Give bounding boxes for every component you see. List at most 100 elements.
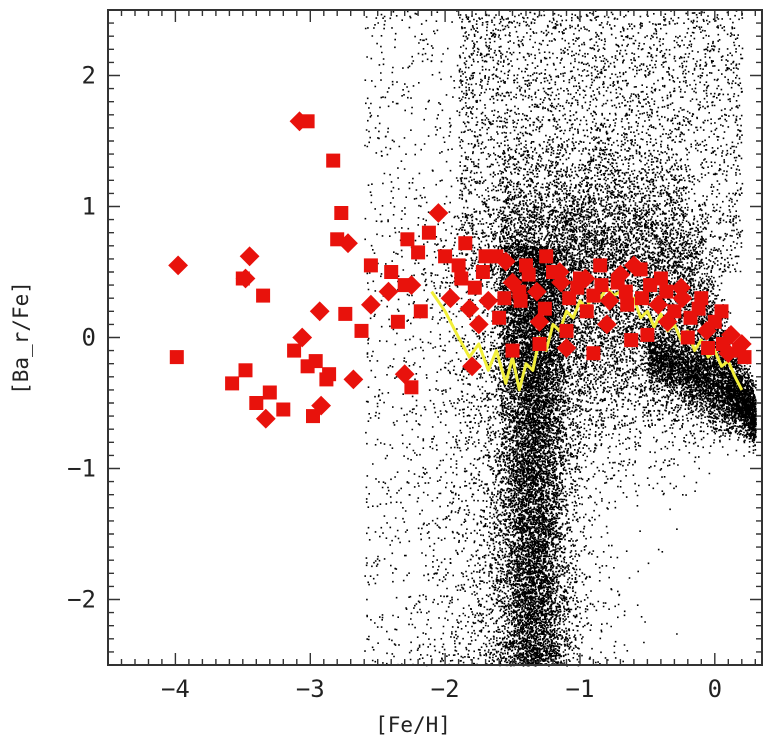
x-tick-label: 0 <box>708 675 722 703</box>
observed-star-point <box>458 236 473 251</box>
observed-star-point <box>731 334 752 354</box>
observed-star-point <box>657 311 678 332</box>
observed-star-point <box>354 323 369 338</box>
y-tick-label: −2 <box>67 586 96 614</box>
observed-star-point <box>495 251 516 272</box>
observed-star-point <box>653 271 668 286</box>
observed-star-point <box>400 232 415 247</box>
observed-star-point <box>492 310 507 325</box>
observed-star-point <box>618 284 633 299</box>
observed-star-point <box>573 271 587 286</box>
observed-star-point <box>526 281 547 302</box>
x-tick-label: −3 <box>296 675 325 703</box>
x-tick-label: −4 <box>161 675 190 703</box>
observed-star-point <box>169 350 184 365</box>
observed-star-point <box>235 268 256 289</box>
observed-star-point <box>610 264 631 285</box>
observed-star-point <box>505 343 520 358</box>
observed-star-point <box>559 323 574 338</box>
observed-star-point <box>239 246 260 267</box>
observed-star-point <box>467 280 482 295</box>
y-tick-label: 1 <box>82 193 96 221</box>
observed-star-point <box>343 369 364 390</box>
y-tick-label: −1 <box>67 455 96 483</box>
observed-star-point <box>330 232 345 247</box>
observed-star-point <box>593 258 608 273</box>
observed-star-point <box>475 265 490 279</box>
observed-star-point <box>401 275 422 295</box>
observed-star-point <box>586 346 601 361</box>
observed-star-point <box>276 402 291 417</box>
observed-star-point <box>519 258 533 273</box>
observed-star-point <box>451 258 466 273</box>
observed-star-point <box>361 294 381 315</box>
observed-star-point <box>599 290 620 311</box>
observed-star-point <box>667 304 682 319</box>
observed-star-point <box>413 304 428 319</box>
observed-star-point <box>440 288 461 309</box>
observed-star-point <box>334 206 349 220</box>
observed-star-point <box>594 278 609 293</box>
observed-star-point <box>468 314 489 335</box>
observed-star-point <box>721 325 741 345</box>
observed-star-point <box>648 294 669 315</box>
observed-star-point <box>168 255 188 276</box>
observed-star-point <box>537 301 552 316</box>
observed-stars-layer <box>168 111 752 429</box>
x-tick-label: −1 <box>566 675 595 703</box>
observed-star-point <box>549 262 570 282</box>
observed-star-point <box>529 311 550 332</box>
observed-star-point <box>225 376 240 391</box>
observed-star-point <box>326 153 341 168</box>
observed-star-point <box>428 203 449 223</box>
tick-labels: −4 −3 −2 −1 0 −2 −1 0 1 2 <box>67 62 722 704</box>
observed-star-point <box>459 298 480 319</box>
observed-star-point <box>512 284 527 299</box>
observed-star-point <box>300 114 315 129</box>
observed-star-point <box>478 290 499 311</box>
x-axis-title: [Fe/H] <box>375 713 451 737</box>
observed-star-point <box>255 408 276 429</box>
observed-star-point <box>411 245 426 260</box>
axis-ticks <box>107 9 762 666</box>
observed-star-point <box>532 337 547 351</box>
observed-star-point <box>737 350 752 365</box>
observed-star-point <box>478 249 493 264</box>
observed-star-point <box>579 304 594 319</box>
observed-star-point <box>306 409 320 424</box>
observed-star-point <box>378 281 399 302</box>
x-tick-label: −2 <box>431 675 460 703</box>
observed-star-point <box>319 372 334 387</box>
observed-star-point <box>309 301 330 322</box>
observed-star-point <box>597 314 617 335</box>
observed-star-point <box>462 356 482 377</box>
observed-star-point <box>539 249 554 264</box>
observed-star-point <box>390 314 405 329</box>
observed-star-point <box>300 359 315 374</box>
observed-star-point <box>292 327 313 348</box>
observed-star-point <box>404 380 419 395</box>
observed-star-point <box>256 288 271 303</box>
observed-star-point <box>680 330 695 345</box>
observed-star-point <box>620 297 635 312</box>
observed-star-point <box>363 258 378 273</box>
observed-star-point <box>659 284 674 299</box>
tick-marks <box>107 9 762 666</box>
observed-star-point <box>624 333 639 348</box>
observed-star-point <box>635 291 649 306</box>
observed-star-point <box>640 327 655 342</box>
observed-star-point <box>671 277 691 298</box>
model-point-cloud <box>364 10 757 667</box>
observed-star-point <box>714 304 729 319</box>
y-tick-label: 2 <box>82 62 96 90</box>
observed-star-point <box>421 225 436 240</box>
observed-star-point <box>238 363 253 378</box>
y-tick-label: 0 <box>82 324 96 352</box>
observed-star-point <box>262 385 277 400</box>
observed-star-point <box>701 341 716 355</box>
observed-star-point <box>643 278 658 293</box>
observed-star-point <box>694 291 709 306</box>
y-axis-title: [Ba_r/Fe] <box>9 281 33 395</box>
observed-star-point <box>454 271 469 286</box>
